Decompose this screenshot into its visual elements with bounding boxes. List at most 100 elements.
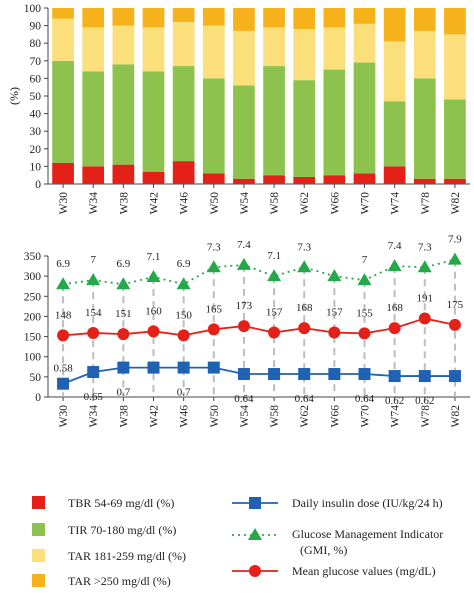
data-label-insulin: 0.58 xyxy=(53,363,73,375)
x-tick-label-top: W74 xyxy=(390,192,402,215)
legend-swatch-bar xyxy=(32,574,45,587)
marker-gmi xyxy=(86,273,101,286)
y-tick-label-top: 50 xyxy=(30,91,42,103)
bar-segment-3 xyxy=(142,27,165,72)
x-tick-label-bottom: W82 xyxy=(450,405,462,428)
data-label-mean-glucose: 175 xyxy=(447,299,464,311)
y-tick-label-top: 10 xyxy=(30,161,42,173)
legend-label-bar: TAR 181-259 mg/dl (%) xyxy=(68,549,186,563)
data-label-mean-glucose: 151 xyxy=(115,308,132,320)
marker-gmi xyxy=(447,252,462,265)
y-tick-label-top: 30 xyxy=(30,126,42,138)
bar-segment-4 xyxy=(323,8,346,28)
marker-mean-glucose xyxy=(418,312,431,325)
bar-segment-3 xyxy=(383,41,406,102)
data-label-gmi: 7.1 xyxy=(267,250,281,262)
x-tick-label-top: W54 xyxy=(239,192,251,215)
bar-segment-4 xyxy=(52,8,74,19)
data-label-mean-glucose: 173 xyxy=(236,300,253,312)
bar-segment-4 xyxy=(413,8,436,31)
bar-segment-3 xyxy=(52,18,74,61)
marker-mean-glucose xyxy=(57,329,70,342)
x-tick-label-top: W34 xyxy=(88,192,100,215)
y-tick-label-bottom: 100 xyxy=(24,352,42,364)
y-tick-label-top: 70 xyxy=(30,56,42,68)
bar-segment-2 xyxy=(112,64,135,165)
y-tick-label-bottom: 350 xyxy=(24,251,42,263)
bar-segment-2 xyxy=(233,85,255,179)
bar-segment-3 xyxy=(233,30,255,86)
data-label-insulin: 0.7 xyxy=(177,387,191,399)
data-label-insulin: 0.62 xyxy=(385,395,404,407)
stacked-bar-chart: 0 10 20 30 40 50 60 70 80 90 100 (%) W30 W34 W38 W42 W46… xyxy=(7,3,470,214)
y-tick-label-top: 40 xyxy=(30,109,42,121)
x-tick-label-top: W82 xyxy=(450,192,462,215)
data-label-gmi: 7.3 xyxy=(207,241,221,253)
data-label-gmi: 7.4 xyxy=(388,240,402,252)
data-label-mean-glucose: 191 xyxy=(417,292,434,304)
marker-mean-glucose xyxy=(177,329,190,342)
y-tick-label-top: 20 xyxy=(30,144,42,156)
bar-segment-4 xyxy=(202,8,225,26)
bar-segment-1 xyxy=(52,162,74,184)
marker-gmi xyxy=(267,269,282,282)
marker-gmi xyxy=(297,260,312,273)
marker-insulin xyxy=(358,368,371,381)
legend-label-bar: TAR >250 mg/dl (%) xyxy=(68,574,171,588)
marker-insulin xyxy=(87,366,100,379)
bar-segment-4 xyxy=(444,8,466,35)
data-label-mean-glucose: 168 xyxy=(386,302,403,314)
y-tick-label-top: 0 xyxy=(35,179,41,191)
marker-gmi xyxy=(176,277,191,290)
marker-insulin xyxy=(237,368,250,381)
bar-segment-3 xyxy=(172,22,195,67)
bar-segment-2 xyxy=(293,80,316,177)
legend-swatch-bar xyxy=(32,496,45,509)
bar-segment-2 xyxy=(202,78,225,174)
marker-gmi xyxy=(327,269,342,282)
data-label-gmi: 7 xyxy=(90,254,96,266)
marker-mean-glucose xyxy=(268,326,281,339)
marker-mean-glucose xyxy=(87,326,100,339)
data-label-mean-glucose: 160 xyxy=(145,305,162,317)
bar-segment-1 xyxy=(263,175,285,184)
data-label-gmi: 7.3 xyxy=(297,241,311,253)
marker-insulin xyxy=(57,377,70,390)
bar-segment-4 xyxy=(293,8,316,30)
marker-mean-glucose xyxy=(388,322,401,335)
bar-segment-2 xyxy=(323,69,346,176)
marker-insulin xyxy=(117,361,130,374)
x-tick-label-bottom: W70 xyxy=(360,405,372,428)
bar-segment-3 xyxy=(293,29,316,81)
y-tick-label-bottom: 150 xyxy=(24,332,42,344)
marker-gmi xyxy=(146,269,161,282)
legend-swatch-bar xyxy=(32,549,45,562)
x-tick-label-top: W62 xyxy=(299,192,311,215)
legend-label-bar: TIR 70-180 mg/dl (%) xyxy=(68,523,176,537)
data-label-gmi: 7.3 xyxy=(418,241,432,253)
bar-segment-2 xyxy=(142,71,165,172)
x-tick-label-bottom: W74 xyxy=(390,405,402,428)
y-tick-label-bottom: 200 xyxy=(24,311,42,323)
bar-segment-2 xyxy=(263,66,285,176)
bar-segment-4 xyxy=(383,8,406,42)
marker-insulin xyxy=(177,361,190,374)
x-tick-label-top: W38 xyxy=(118,192,130,215)
x-tick-label-bottom: W54 xyxy=(239,405,251,428)
marker-gmi xyxy=(116,277,131,290)
bar-segment-2 xyxy=(444,99,466,179)
x-tick-label-top: W66 xyxy=(329,192,341,215)
bar-segment-4 xyxy=(112,8,135,26)
bar-segment-3 xyxy=(323,27,346,70)
bar-segment-2 xyxy=(383,101,406,167)
marker-insulin xyxy=(448,370,461,383)
marker-gmi xyxy=(417,260,432,273)
x-tick-label-top: W50 xyxy=(209,192,221,215)
y-tick-label-bottom: 50 xyxy=(30,372,42,384)
y-tick-label-top: 80 xyxy=(30,38,42,50)
data-label-gmi: 7.1 xyxy=(147,251,161,263)
marker-insulin xyxy=(388,370,401,383)
marker-gmi xyxy=(56,277,71,290)
marker-gmi xyxy=(206,260,221,273)
data-label-mean-glucose: 154 xyxy=(85,307,102,319)
